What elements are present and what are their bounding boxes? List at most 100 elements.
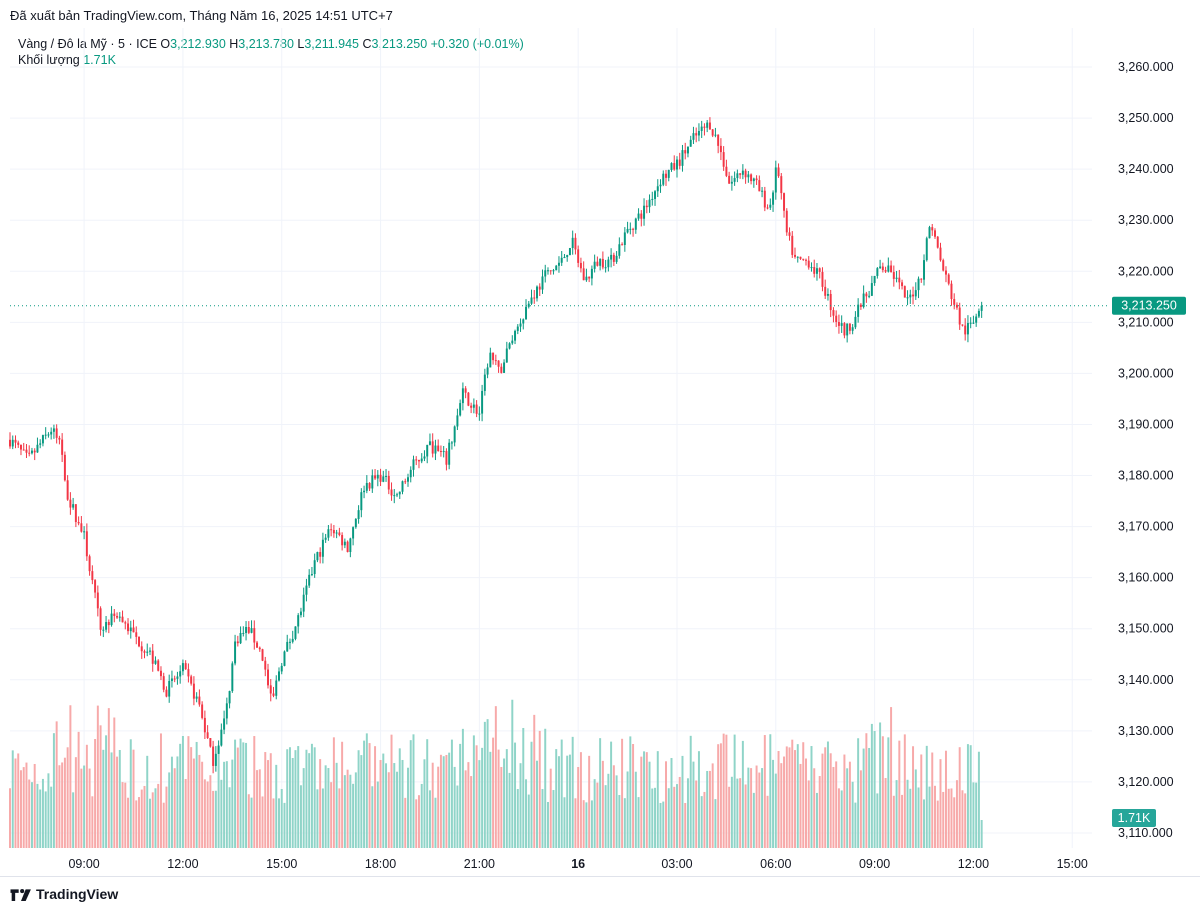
candle-body	[63, 454, 66, 481]
volume-bar	[404, 797, 407, 848]
volume-bar	[247, 794, 250, 848]
candle-body	[371, 475, 374, 489]
volume-bar	[881, 736, 884, 848]
volume-bar	[321, 788, 324, 848]
candle-body	[848, 323, 851, 331]
volume-bar	[22, 767, 25, 848]
candle-body	[368, 482, 371, 489]
candle-body	[99, 608, 102, 630]
volume-bar	[390, 734, 393, 848]
candle-body	[404, 481, 407, 483]
candle-body	[467, 392, 470, 406]
volume-bar	[821, 753, 824, 848]
candle-body	[665, 173, 667, 178]
volume-label[interactable]: Khối lượng	[18, 53, 80, 67]
volume-bar	[456, 785, 459, 848]
candle-body	[272, 693, 275, 696]
candle-body	[912, 294, 915, 297]
candle-body	[777, 167, 780, 177]
volume-bar	[280, 788, 283, 848]
volume-bar	[508, 772, 511, 848]
candle-body	[83, 531, 86, 533]
volume-bar	[486, 719, 489, 848]
candle-body	[96, 592, 99, 609]
volume-bar	[201, 761, 204, 848]
symbol-label[interactable]: Vàng / Đô la Mỹ · 5 · ICE	[18, 37, 157, 51]
candle-body	[332, 529, 335, 534]
volume-bar	[912, 746, 915, 848]
time-tick-label: 12:00	[167, 857, 198, 871]
volume-bar	[118, 749, 121, 848]
candle-body	[736, 173, 739, 179]
candle-body	[354, 518, 357, 528]
candle-body	[470, 405, 473, 408]
volume-bar	[407, 767, 409, 848]
candle-body	[859, 304, 862, 307]
candle-body	[102, 629, 105, 631]
volume-bar	[483, 721, 486, 848]
candles	[9, 117, 983, 774]
volume-bar	[338, 788, 341, 848]
volume-bar	[72, 792, 75, 848]
volume-bar	[555, 749, 558, 848]
volume-bar	[176, 756, 179, 848]
candle-body	[253, 628, 256, 643]
volume-bar	[632, 744, 635, 848]
volume-bar	[857, 738, 860, 848]
candle-body	[958, 307, 961, 325]
candle-body	[579, 262, 582, 269]
volume-bar	[223, 761, 226, 848]
volume-bar	[516, 789, 519, 848]
price-overlay: 3,213.250 1.71K	[10, 296, 1186, 827]
volume-bar	[744, 784, 747, 848]
volume-bar	[426, 739, 429, 848]
volume-bar	[187, 736, 190, 848]
volume-bar	[656, 751, 659, 848]
candle-body	[349, 538, 352, 552]
volume-bar	[360, 755, 363, 848]
candle-body	[873, 275, 876, 284]
candle-body	[390, 489, 393, 496]
price-tick-label: 3,110.000	[1118, 826, 1173, 840]
candle-body	[530, 297, 533, 304]
volume-bar	[629, 736, 632, 848]
volume-bar	[382, 753, 385, 848]
candle-body	[297, 615, 300, 627]
low-value: 3,211.945	[304, 37, 360, 51]
candle-body	[953, 299, 956, 305]
volume-bar	[409, 740, 412, 848]
volume-bar	[604, 785, 607, 848]
candle-body	[643, 205, 646, 219]
time-tick-label: 21:00	[464, 857, 495, 871]
volume-bar	[11, 750, 14, 848]
volume-bar	[552, 790, 555, 848]
volume-bar	[607, 773, 610, 848]
candle-body	[28, 452, 31, 454]
candle-body	[604, 267, 607, 269]
volume-bar	[884, 778, 887, 848]
volume-bar	[415, 799, 418, 848]
candle-body	[541, 276, 544, 290]
candle-body	[862, 293, 865, 307]
candle-body	[843, 323, 846, 336]
candle-body	[374, 475, 377, 479]
volume-bar	[621, 738, 624, 848]
volume-bar	[678, 776, 681, 848]
candle-body	[393, 495, 396, 497]
volume-bar	[837, 788, 840, 848]
volume-bar	[376, 781, 379, 848]
time-tick-label: 12:00	[958, 857, 989, 871]
volume-bar	[66, 747, 69, 848]
open-label: O	[160, 37, 171, 51]
candle-body	[66, 480, 69, 500]
volume-bar	[557, 756, 560, 848]
candle-body	[113, 613, 116, 617]
time-tick-label: 06:00	[760, 857, 791, 871]
candle-body	[220, 729, 223, 746]
volume-bar	[385, 763, 388, 848]
candle-body	[503, 362, 506, 373]
candle-body	[61, 439, 64, 455]
volume-bar	[579, 752, 582, 848]
tradingview-brand[interactable]: TradingView	[10, 886, 118, 902]
